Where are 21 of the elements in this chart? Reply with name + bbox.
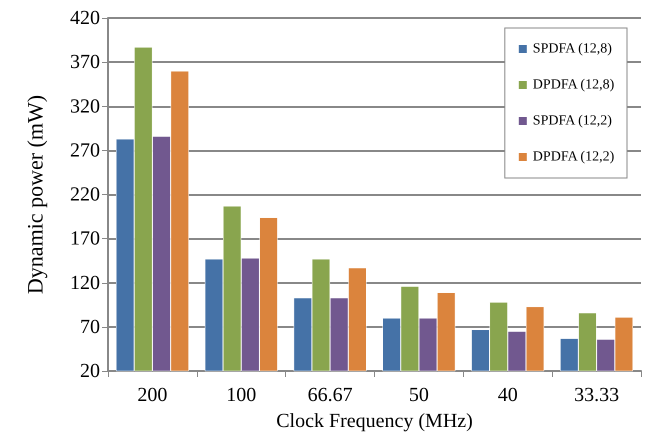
- y-tick-label: 420: [70, 7, 100, 29]
- legend-label: SPDFA (12,2): [532, 114, 612, 128]
- x-tick-label: 33.33: [574, 384, 620, 406]
- x-tick-label: 100: [226, 384, 256, 406]
- y-tick-label: 120: [70, 272, 100, 294]
- legend-label: DPDFA (12,8): [532, 78, 615, 92]
- x-tick-label: 40: [498, 384, 518, 406]
- y-tick-label: 370: [70, 51, 100, 74]
- legend-label: DPDFA (12,2): [532, 150, 615, 164]
- y-tick-label: 70: [80, 316, 100, 338]
- y-tick-label: 20: [80, 360, 100, 382]
- y-tick-label: 170: [70, 228, 100, 250]
- y-axis-title: Dynamic power (mW): [22, 94, 48, 294]
- x-tick-label: 50: [408, 384, 429, 406]
- legend-label: SPDFA (12,8): [532, 42, 612, 56]
- y-tick-label: 320: [70, 95, 100, 118]
- x-tick-label: 66.67: [308, 384, 353, 406]
- y-tick-label: 270: [70, 139, 100, 162]
- x-axis-title: Clock Frequency (MHz): [276, 410, 473, 432]
- x-tick-label: 200: [137, 384, 168, 406]
- y-tick-label: 220: [70, 184, 100, 206]
